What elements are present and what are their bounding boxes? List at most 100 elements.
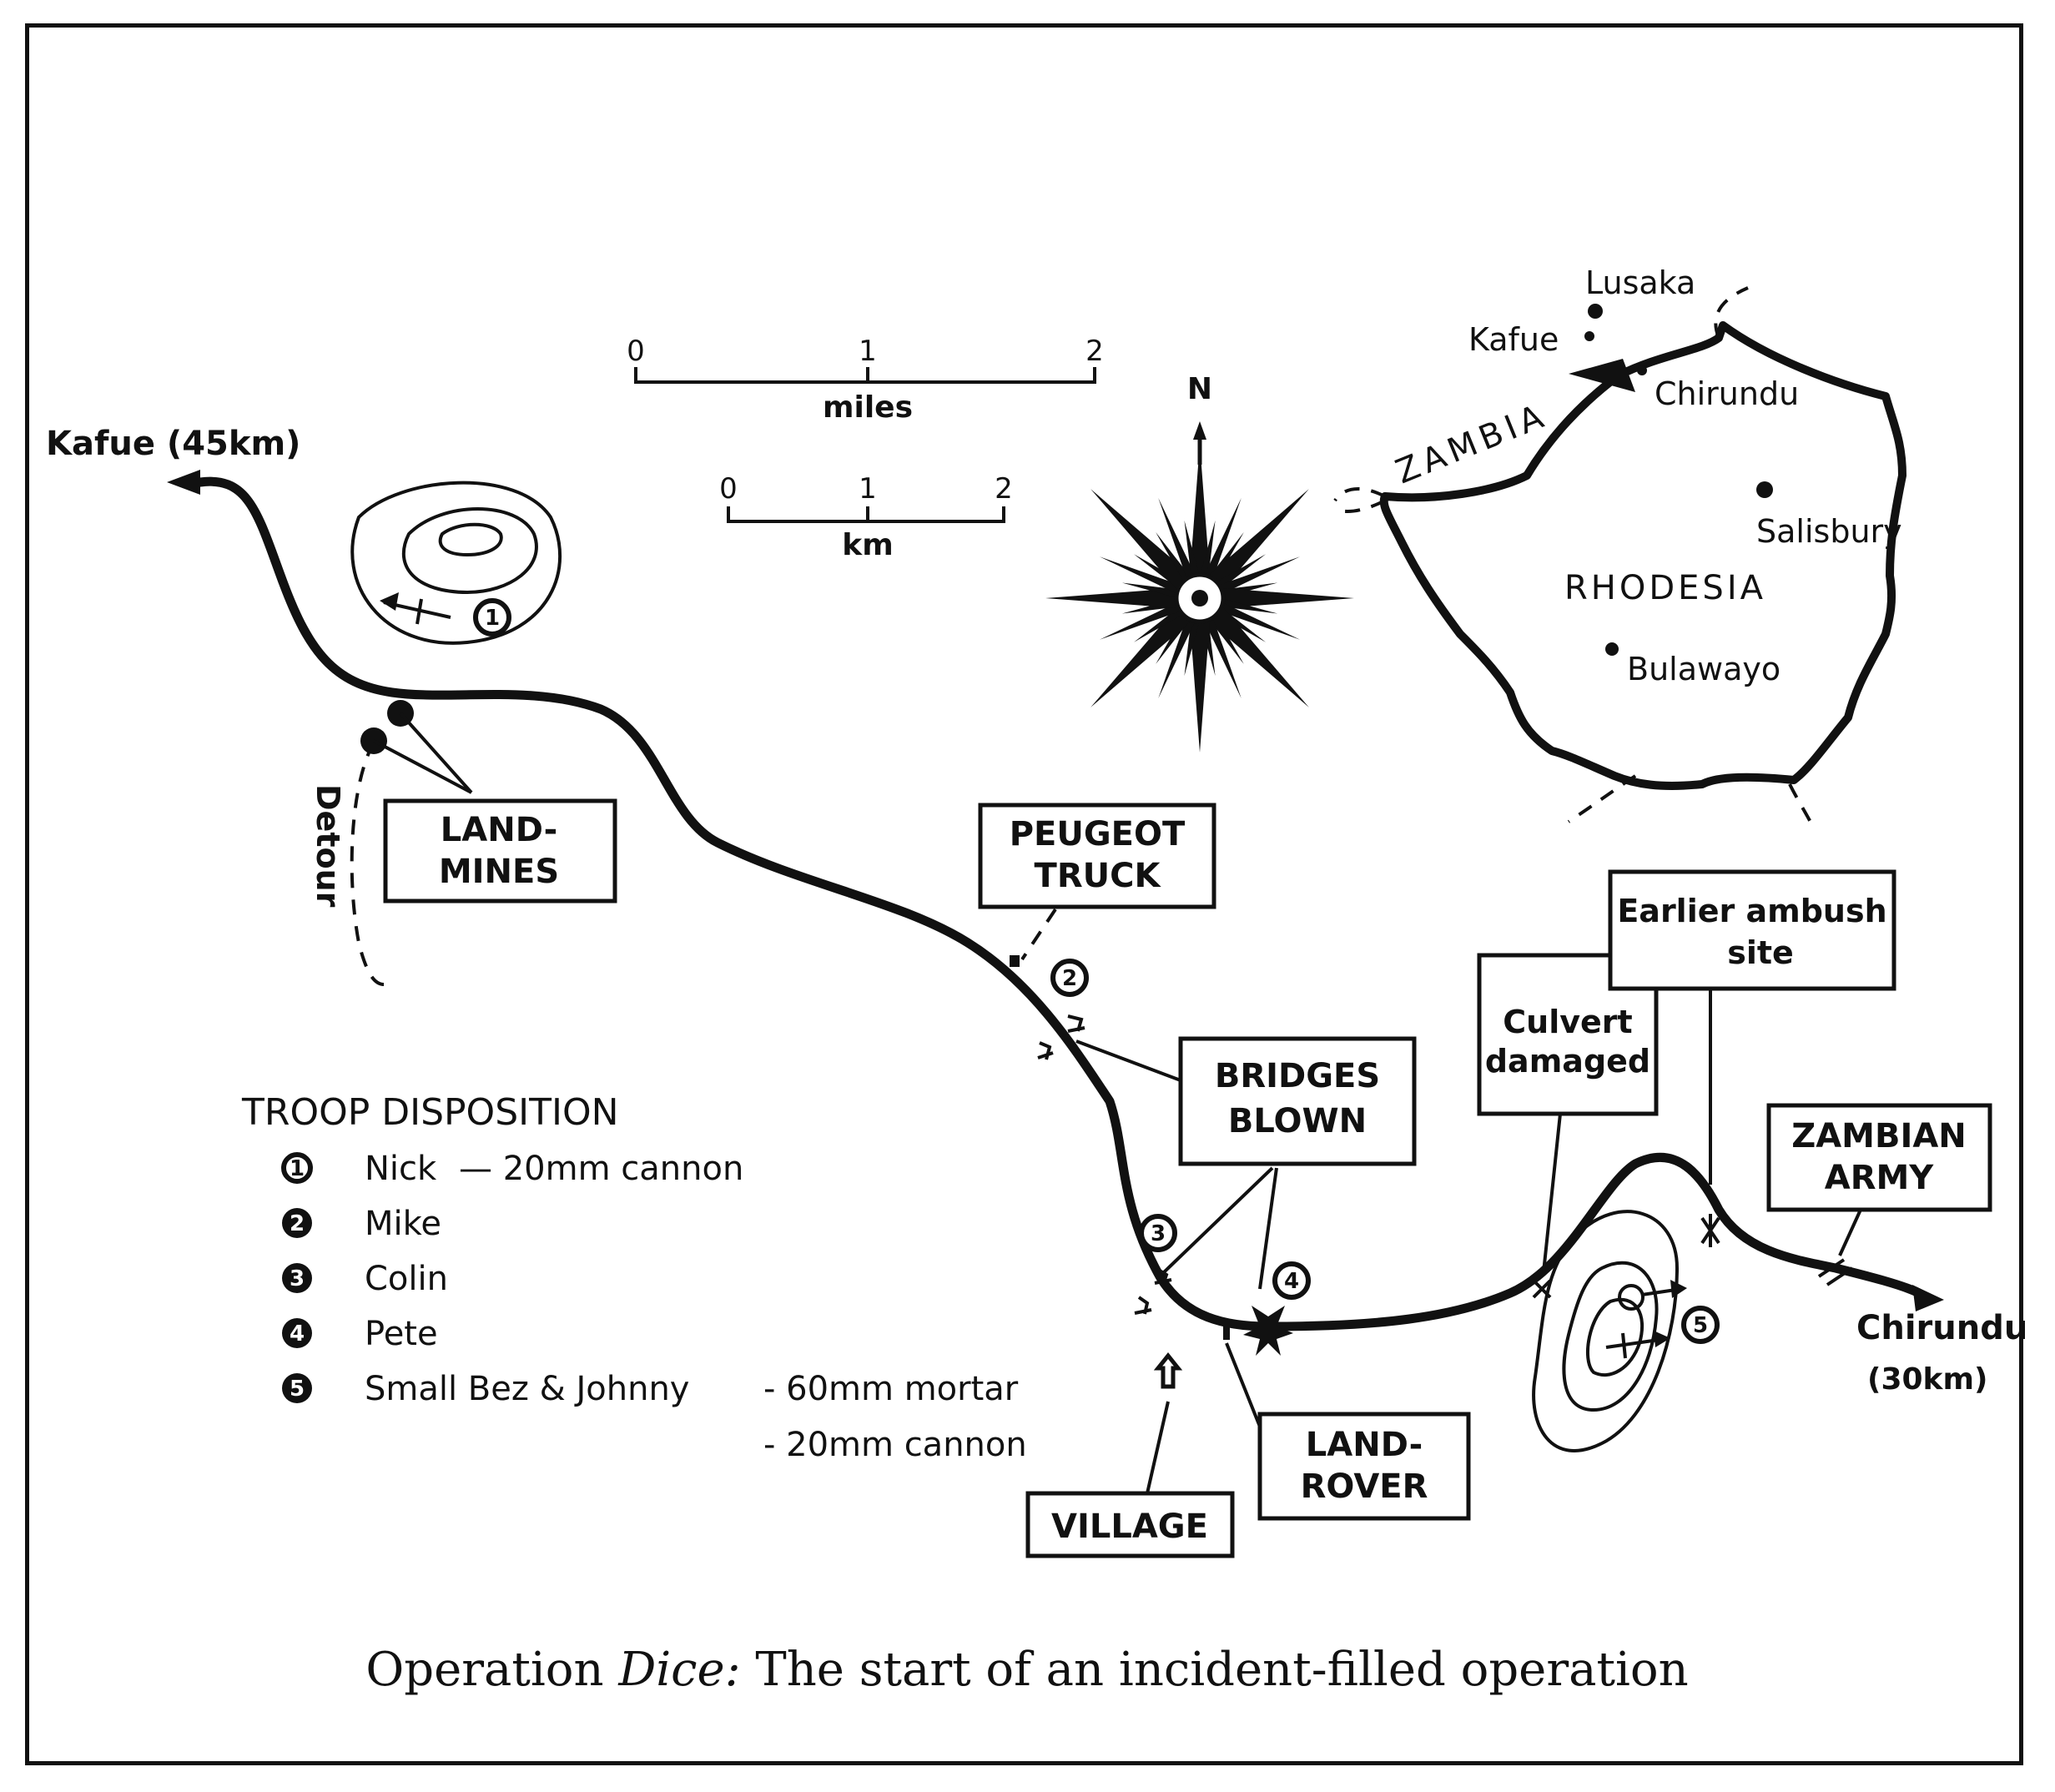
army-marker bbox=[1817, 1258, 1854, 1286]
svg-text:Nick: Nick bbox=[365, 1150, 437, 1188]
scale-bar-km: 0 1 2 km bbox=[719, 472, 1013, 562]
leader-line bbox=[1075, 1039, 1181, 1082]
village-callout: VILLAGE bbox=[1025, 1491, 1235, 1558]
leader-line bbox=[1020, 908, 1057, 961]
svg-text:damaged: damaged bbox=[1485, 1043, 1650, 1080]
leader-line bbox=[1258, 1167, 1278, 1290]
legend-extra-weapon: - 20mm cannon bbox=[763, 1426, 1027, 1464]
inset-map: Lusaka Kafue Chirundu Salisbury Bulawayo… bbox=[1333, 264, 1906, 831]
svg-text:km: km bbox=[842, 528, 893, 562]
leader-line bbox=[1162, 1166, 1274, 1274]
svg-text:TROOP DISPOSITION: TROOP DISPOSITION bbox=[241, 1091, 619, 1134]
ambush-marker bbox=[1700, 1214, 1720, 1247]
svg-text:— 20mm cannon: — 20mm cannon bbox=[459, 1150, 743, 1188]
earlier-ambush-callout: Earlier ambush site bbox=[1608, 869, 1896, 991]
leader-line bbox=[1542, 1113, 1562, 1273]
troop-disposition-legend: TROOP DISPOSITION 1 Nick — 20mm cannon 2… bbox=[241, 1091, 1027, 1464]
svg-text:3: 3 bbox=[290, 1266, 305, 1291]
svg-text:LAND-: LAND- bbox=[1306, 1426, 1423, 1464]
svg-text:1: 1 bbox=[859, 335, 877, 368]
svg-text:ROVER: ROVER bbox=[1301, 1467, 1428, 1506]
compass-ray bbox=[1191, 489, 1309, 607]
legend-entry: 1 Nick — 20mm cannon bbox=[281, 1150, 743, 1188]
legend-entry: 3 Colin bbox=[282, 1260, 448, 1298]
kafue-road-label: Kafue (45km) bbox=[46, 425, 300, 463]
svg-text:Bulawayo: Bulawayo bbox=[1627, 651, 1780, 687]
bridge-icon bbox=[1134, 1266, 1172, 1315]
position-1-marker: 1 bbox=[380, 592, 511, 637]
peugeot-truck-callout: PEUGEOT TRUCK bbox=[978, 803, 1216, 909]
svg-text:PEUGEOT: PEUGEOT bbox=[1010, 815, 1186, 853]
position-3-marker: 3 bbox=[1139, 1214, 1177, 1252]
svg-text:VILLAGE: VILLAGE bbox=[1051, 1508, 1208, 1546]
svg-text:2: 2 bbox=[995, 472, 1013, 506]
leader-line bbox=[1838, 1209, 1862, 1256]
north-label: N bbox=[1187, 372, 1212, 406]
svg-text:Kafue: Kafue bbox=[1468, 321, 1559, 358]
legend-entry: 2 Mike bbox=[282, 1205, 441, 1243]
bridge-icon bbox=[1037, 1014, 1085, 1060]
svg-text:LAND-: LAND- bbox=[441, 811, 557, 849]
svg-text:BLOWN: BLOWN bbox=[1228, 1102, 1367, 1140]
scale-bar-miles: 0 1 2 miles bbox=[627, 335, 1104, 425]
landrover-marker bbox=[1223, 1325, 1230, 1340]
svg-text:TRUCK: TRUCK bbox=[1035, 857, 1162, 895]
svg-text:Small Bez & Johnny: Small Bez & Johnny bbox=[365, 1370, 689, 1408]
position-2-marker: 2 bbox=[1050, 959, 1089, 997]
zambian-army-callout: ZAMBIAN ARMY bbox=[1766, 1103, 1992, 1212]
svg-text:2: 2 bbox=[1085, 335, 1104, 368]
svg-text:RHODESIA: RHODESIA bbox=[1564, 569, 1766, 607]
svg-text:1: 1 bbox=[290, 1156, 305, 1181]
culvert-marker bbox=[1532, 1279, 1552, 1299]
compass-ray bbox=[1090, 590, 1208, 707]
svg-text:4: 4 bbox=[290, 1321, 305, 1347]
chirundu-arrow-icon bbox=[1912, 1285, 1944, 1311]
leader-line bbox=[1146, 1401, 1170, 1494]
compass-ray bbox=[1191, 590, 1309, 707]
svg-text:0: 0 bbox=[627, 335, 645, 368]
svg-text:2: 2 bbox=[1062, 966, 1077, 991]
chirundu-road-label: Chirundu bbox=[1856, 1309, 2027, 1347]
svg-text:site: site bbox=[1727, 934, 1794, 971]
svg-text:Colin: Colin bbox=[365, 1260, 448, 1298]
svg-text:Lusaka: Lusaka bbox=[1585, 264, 1695, 301]
svg-text:ZAMBIAN: ZAMBIAN bbox=[1791, 1117, 1967, 1155]
map-caption: Operation Dice: The start of an incident… bbox=[365, 1643, 1688, 1697]
svg-text:Chirundu: Chirundu bbox=[1655, 375, 1799, 412]
land-mines-callout: LAND- MINES bbox=[383, 798, 617, 904]
svg-text:3: 3 bbox=[1151, 1221, 1166, 1246]
peugeot-marker bbox=[1010, 955, 1020, 967]
svg-text:miles: miles bbox=[823, 390, 913, 425]
legend-entry: 5 Small Bez & Johnny - 60mm mortar bbox=[282, 1370, 1019, 1408]
svg-text:4: 4 bbox=[1284, 1269, 1299, 1294]
svg-text:Mike: Mike bbox=[365, 1205, 441, 1243]
hill-contour-1 bbox=[350, 481, 562, 645]
svg-text:1: 1 bbox=[485, 606, 500, 631]
svg-text:0: 0 bbox=[719, 472, 738, 506]
svg-text:1: 1 bbox=[859, 472, 877, 506]
svg-text:Culvert: Culvert bbox=[1503, 1004, 1632, 1040]
kafue-arrow-icon bbox=[167, 470, 200, 495]
svg-text:MINES: MINES bbox=[439, 853, 559, 891]
detour-path bbox=[350, 742, 385, 986]
svg-text:BRIDGES: BRIDGES bbox=[1215, 1057, 1380, 1095]
svg-text:Pete: Pete bbox=[365, 1315, 438, 1353]
svg-text:5: 5 bbox=[290, 1377, 305, 1402]
svg-text:ARMY: ARMY bbox=[1825, 1159, 1935, 1197]
leader-line bbox=[399, 712, 473, 794]
position-5-marker: 5 bbox=[1605, 1280, 1720, 1359]
land-rover-callout: LAND- ROVER bbox=[1257, 1412, 1471, 1521]
compass-rose-icon bbox=[1045, 421, 1354, 753]
svg-text:5: 5 bbox=[1693, 1313, 1708, 1338]
bridges-blown-callout: BRIDGES BLOWN bbox=[1178, 1036, 1417, 1166]
leader-line bbox=[373, 739, 472, 794]
main-road bbox=[195, 476, 1924, 1331]
landrover-explosion-icon bbox=[1243, 1306, 1293, 1356]
hill-contour-5 bbox=[1532, 1210, 1680, 1452]
svg-text:2: 2 bbox=[290, 1211, 305, 1236]
compass-ray bbox=[1090, 489, 1208, 607]
svg-text:Earlier ambush: Earlier ambush bbox=[1617, 893, 1886, 929]
position-4-marker: 4 bbox=[1272, 1261, 1311, 1300]
detour-label: Detour bbox=[310, 784, 346, 908]
